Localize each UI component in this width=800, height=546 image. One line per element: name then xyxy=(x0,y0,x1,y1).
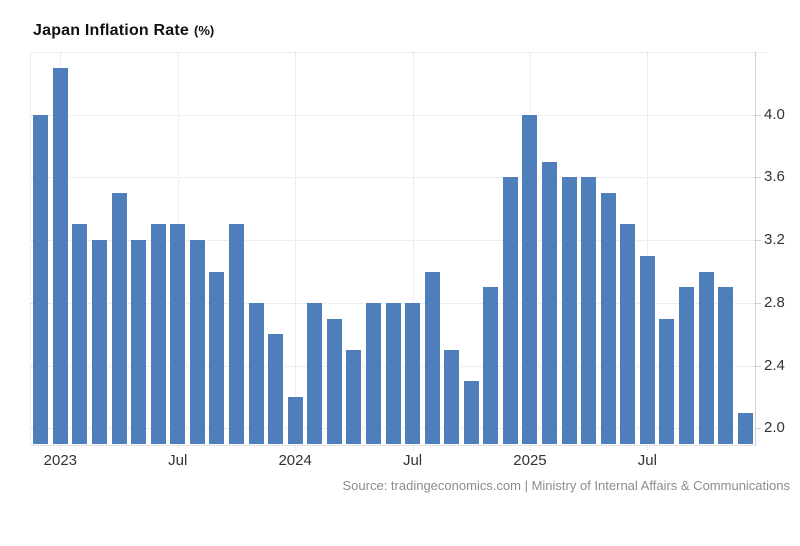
x-axis-tick xyxy=(529,445,531,450)
y-axis-label: 3.2 xyxy=(764,231,785,249)
bar-may-2024[interactable] xyxy=(365,302,381,444)
bar-jul-2024[interactable] xyxy=(405,302,421,444)
y-axis-tick xyxy=(755,177,761,179)
v-gridline xyxy=(295,52,297,444)
bar-nov-2025[interactable] xyxy=(718,287,734,444)
bar-mar-2025[interactable] xyxy=(561,177,577,444)
bar-aug-2024[interactable] xyxy=(424,271,440,444)
bar-nov-2023[interactable] xyxy=(248,302,264,444)
bar-dec-2025[interactable] xyxy=(737,412,753,444)
bar-jun-2023[interactable] xyxy=(150,224,166,444)
bar-jan-2023[interactable] xyxy=(52,67,68,444)
x-axis-label: 2025 xyxy=(513,452,547,469)
bar-sep-2023[interactable] xyxy=(209,271,225,444)
h-gridline xyxy=(31,114,755,116)
plot-area xyxy=(31,52,755,444)
bar-apr-2025[interactable] xyxy=(581,177,597,444)
x-axis-label: 2024 xyxy=(278,452,312,469)
bar-oct-2024[interactable] xyxy=(463,381,479,444)
bar-jun-2024[interactable] xyxy=(385,302,401,444)
bar-may-2025[interactable] xyxy=(600,193,616,444)
x-axis-label: 2023 xyxy=(43,452,78,469)
plot-top-border xyxy=(30,52,767,53)
x-axis-tick xyxy=(295,445,297,450)
bar-nov-2024[interactable] xyxy=(483,287,499,444)
h-gridline xyxy=(31,240,755,242)
x-axis-tick xyxy=(177,445,179,450)
h-gridline xyxy=(31,177,755,179)
bar-jul-2025[interactable] xyxy=(639,255,655,444)
bar-jan-2025[interactable] xyxy=(522,114,538,444)
x-axis-tick xyxy=(647,445,649,450)
y-axis-line xyxy=(755,52,756,445)
chart-title-unit: (%) xyxy=(194,23,215,38)
bar-mar-2023[interactable] xyxy=(91,240,107,444)
bar-aug-2025[interactable] xyxy=(659,318,675,444)
bar-apr-2024[interactable] xyxy=(346,349,362,444)
y-axis-tick xyxy=(755,114,761,116)
bar-oct-2025[interactable] xyxy=(698,271,714,444)
x-axis-label: Jul xyxy=(168,452,188,469)
bar-jul-2023[interactable] xyxy=(170,224,186,444)
bar-apr-2023[interactable] xyxy=(111,193,127,444)
x-axis-tick xyxy=(60,445,62,450)
plot-left-border xyxy=(30,52,31,444)
y-axis-label: 4.0 xyxy=(764,105,785,123)
bar-dec-2022[interactable] xyxy=(33,114,49,444)
bar-dec-2023[interactable] xyxy=(268,334,284,444)
bar-aug-2023[interactable] xyxy=(189,240,205,444)
y-axis-tick xyxy=(755,428,761,430)
bar-sep-2024[interactable] xyxy=(444,349,460,444)
bar-jun-2025[interactable] xyxy=(620,224,636,444)
v-gridline xyxy=(412,52,414,444)
y-axis-label: 3.6 xyxy=(764,168,785,186)
bar-mar-2024[interactable] xyxy=(326,318,342,444)
chart-title: Japan Inflation Rate xyxy=(33,22,190,39)
y-axis-label: 2.0 xyxy=(764,419,785,437)
x-axis-line xyxy=(30,445,756,446)
y-axis-label: 2.4 xyxy=(764,356,785,374)
x-axis-label: Jul xyxy=(402,452,423,469)
bar-dec-2024[interactable] xyxy=(502,177,518,444)
source-text: Source: tradingeconomics.com | Ministry … xyxy=(342,478,790,493)
bar-oct-2023[interactable] xyxy=(228,224,244,444)
bar-feb-2024[interactable] xyxy=(307,302,323,444)
bar-jan-2024[interactable] xyxy=(287,396,303,444)
v-gridline xyxy=(647,52,649,444)
chart-title-row: Japan Inflation Rate (%) xyxy=(33,22,214,40)
bar-feb-2025[interactable] xyxy=(542,161,558,444)
bar-sep-2025[interactable] xyxy=(679,287,694,444)
y-axis-tick xyxy=(755,302,761,304)
x-axis-tick xyxy=(412,445,414,450)
y-axis-tick xyxy=(755,365,761,367)
x-axis-label: Jul xyxy=(637,452,657,469)
bar-may-2023[interactable] xyxy=(131,240,147,444)
y-axis-label: 2.8 xyxy=(764,293,785,311)
bar-feb-2023[interactable] xyxy=(72,224,88,444)
y-axis-tick xyxy=(755,240,761,242)
